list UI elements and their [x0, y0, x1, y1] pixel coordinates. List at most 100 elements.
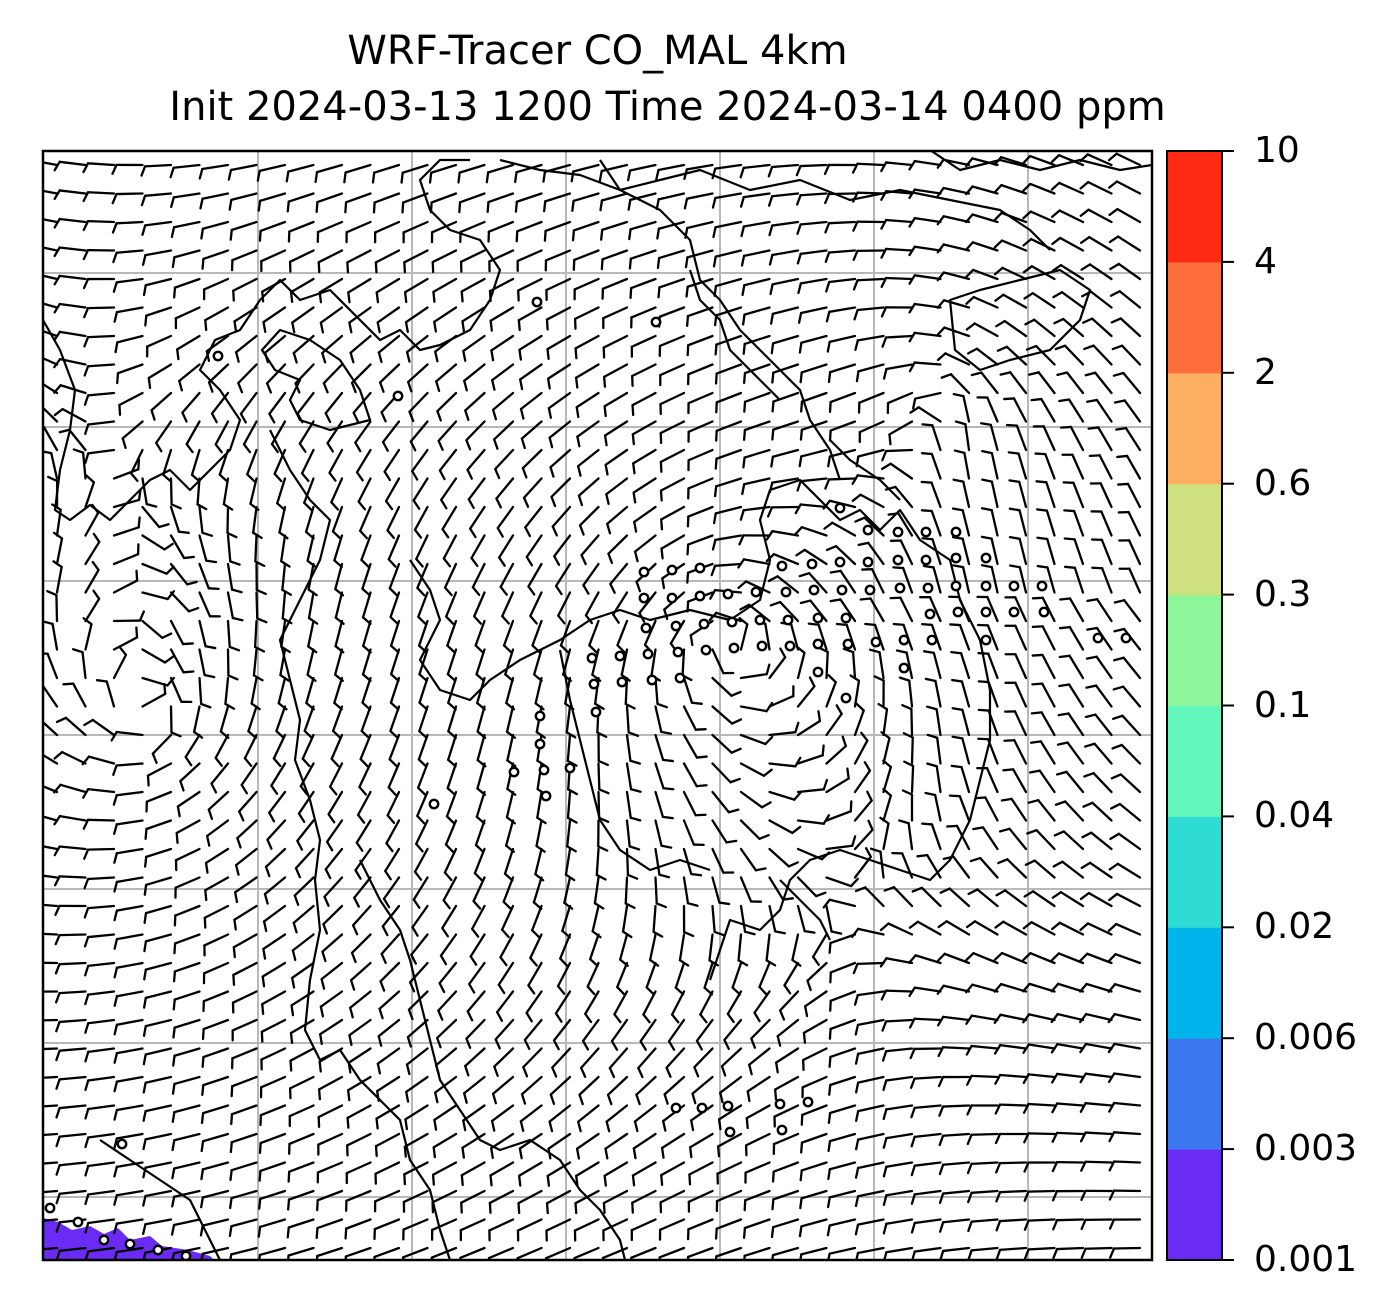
wind-barb [828, 1018, 857, 1040]
wind-barb [55, 1132, 87, 1148]
coastline-segment [558, 649, 711, 872]
wind-barb [686, 534, 714, 556]
wind-barb [625, 705, 640, 737]
wind-barb [95, 679, 116, 708]
wind-barb [53, 750, 87, 765]
wind-barb [630, 1218, 657, 1242]
wind-barb [1023, 1218, 1056, 1231]
wind-barb [600, 220, 629, 241]
wind-barb [1051, 1102, 1085, 1114]
wind-barb [53, 302, 87, 314]
wind-barb [184, 733, 201, 767]
wind-barb [740, 249, 771, 267]
wind-barb [226, 562, 243, 594]
wind-barb [713, 306, 743, 327]
wind-barb [411, 448, 429, 481]
wind-barb [980, 535, 999, 566]
wind-barb [687, 448, 714, 472]
wind-barb [350, 363, 372, 394]
wind-barb [1005, 423, 1028, 452]
wind-barb [53, 407, 87, 423]
wind-barb [113, 1018, 144, 1036]
wind-barb [316, 1189, 344, 1212]
wind-barb [1063, 565, 1085, 594]
wind-barb [716, 1161, 743, 1185]
wind-barb [682, 733, 708, 759]
wind-barb [771, 1189, 800, 1211]
wind-barb [82, 277, 116, 290]
wind-barb [72, 448, 87, 480]
wind-barb [203, 933, 230, 957]
wind-barb [882, 788, 893, 822]
wind-barb [1008, 479, 1028, 509]
wind-barb [1081, 831, 1113, 851]
wind-barb [466, 990, 486, 1022]
wind-barb [83, 904, 116, 919]
wind-barb [323, 876, 344, 907]
wind-barb [270, 762, 287, 795]
wind-barb [877, 702, 889, 737]
wind-barb [711, 876, 731, 906]
wind-barb [573, 306, 600, 330]
wind-barb [258, 1132, 287, 1155]
wind-barb [255, 562, 267, 596]
wind-barb [879, 816, 890, 851]
calm-marker [392, 390, 404, 402]
wind-barb [1108, 180, 1142, 195]
wind-barb [1083, 772, 1113, 794]
coastlines [43, 151, 1152, 1260]
wind-barb [972, 826, 999, 851]
wind-barb [473, 591, 486, 625]
wind-barb [524, 505, 543, 538]
wind-barb [854, 1047, 885, 1065]
wind-barb [574, 363, 600, 389]
wind-barb [169, 477, 182, 510]
calm-marker [892, 554, 904, 566]
wind-barb [83, 876, 116, 890]
wind-barb [608, 1047, 629, 1079]
calm-marker [124, 1238, 136, 1250]
wind-barb [71, 648, 87, 680]
wind-barb [1084, 713, 1113, 737]
calm-marker [1092, 632, 1104, 644]
wind-barb [404, 1104, 429, 1131]
wind-barb [771, 363, 800, 384]
wind-barb [490, 334, 515, 362]
wind-barb [938, 1104, 971, 1117]
calm-marker [782, 614, 794, 626]
wind-barb [737, 558, 771, 569]
wind-barb [261, 277, 287, 303]
wind-barb [1079, 1042, 1113, 1054]
wind-barb [714, 1218, 743, 1240]
wind-barb [437, 420, 458, 451]
wind-barb [141, 220, 173, 236]
wind-barb [491, 1075, 515, 1105]
wind-barb [142, 1104, 173, 1122]
wind-barb [62, 682, 87, 708]
wind-barb [717, 1132, 743, 1158]
wind-barb [826, 1189, 857, 1209]
wind-barb [355, 819, 372, 852]
calm-marker [72, 1216, 84, 1228]
wind-barb [686, 505, 714, 528]
calm-marker [670, 620, 682, 632]
calm-marker [892, 526, 904, 538]
wind-barb [474, 619, 486, 654]
wind-barb [772, 1132, 800, 1156]
wind-barb [953, 449, 971, 480]
wind-barb [936, 352, 971, 366]
calm-marker [98, 1234, 110, 1246]
wind-barb [517, 277, 543, 302]
wind-barb [198, 676, 212, 709]
wind-barb [966, 1104, 999, 1116]
wind-barb [1026, 829, 1056, 851]
wind-barb [193, 705, 204, 739]
wind-barb [739, 663, 771, 680]
wind-barb [591, 904, 602, 939]
wind-barb [797, 277, 828, 295]
wind-barb [739, 505, 771, 521]
wind-barb [429, 192, 458, 214]
wind-barb [1112, 714, 1142, 737]
wind-barb [169, 163, 201, 179]
wind-barb [471, 904, 486, 938]
